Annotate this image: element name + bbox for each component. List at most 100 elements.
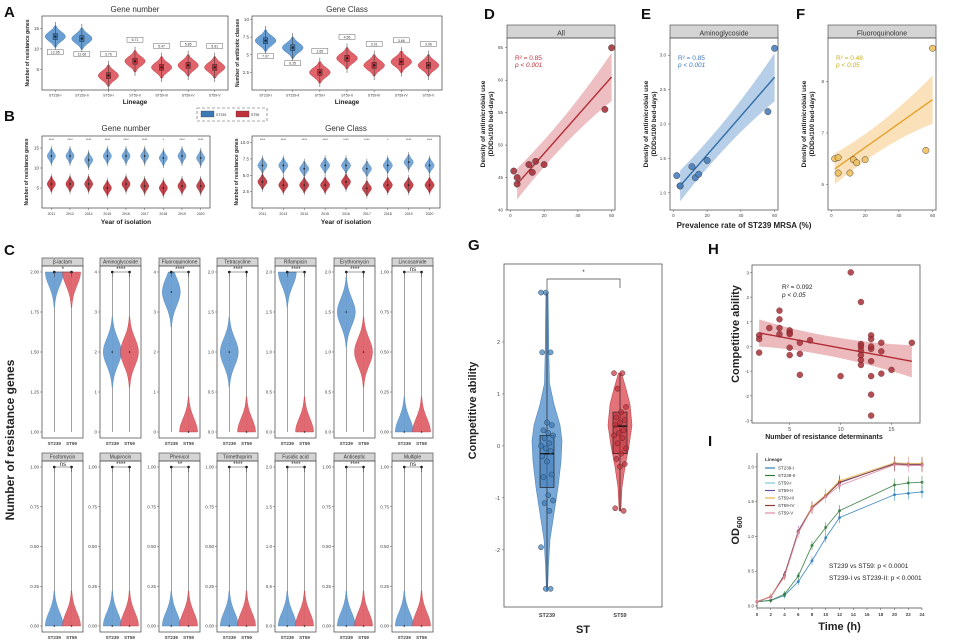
y-tick-label: 0.5 (325, 390, 332, 395)
significance-mark: **** (350, 267, 360, 273)
x-tick-label: 2 (769, 612, 772, 617)
significance-bracket (404, 271, 422, 277)
data-point (837, 372, 844, 380)
violin-st59 (295, 396, 314, 433)
panel-label-i: I (708, 433, 712, 450)
data-point (838, 484, 841, 488)
x-tick-label: ST59-V (422, 94, 435, 98)
x-tick-label: 2018 (384, 212, 392, 216)
data-point (545, 492, 552, 499)
y-axis-label: Number of antibiotic classes (235, 19, 241, 87)
significance-mark: **** (116, 267, 126, 273)
x-tick-label: 0 (672, 213, 675, 218)
data-point (620, 427, 627, 434)
violin-st59 (354, 590, 373, 627)
y-axis-label: Density of antimicrobial use(DDDs/100 be… (643, 80, 658, 167)
x-tick-label: 2016 (342, 212, 350, 216)
data-point (539, 349, 546, 356)
violin-st239 (162, 590, 181, 627)
significance-mark: **** (105, 138, 111, 142)
y-tick-label: 0 (94, 430, 97, 435)
y-tick-label: 5 (36, 186, 39, 191)
data-point (824, 495, 828, 499)
panel-label-h: H (708, 241, 719, 258)
mean-label: 12.66 (77, 53, 86, 57)
x-tick-label: 24 (919, 612, 925, 617)
significance-mark: **** (322, 138, 328, 142)
facet-tetracycline: Tetracycline 0.0 0.5 1.0 1.5 2.0 **** ST239 ST59 (208, 257, 259, 446)
x-tick-label: ST239 (165, 441, 179, 446)
median-point (162, 157, 165, 159)
x-tick-label: ST59 (613, 613, 626, 619)
significance-mark: **** (233, 462, 243, 468)
facet-strip-label: β-lactam (53, 260, 72, 266)
data-point (510, 167, 518, 175)
y-tick-label: 0.50 (322, 544, 331, 549)
mean-label-box (179, 41, 197, 47)
y-tick-label: 4 (153, 270, 156, 275)
y-tick-label: 7 (821, 130, 824, 135)
median-point (111, 625, 114, 627)
x-tick-label: 60 (609, 213, 615, 218)
y-tick-label: 1 (153, 390, 156, 395)
y-tick-label: 2.5 (243, 70, 250, 75)
median-point (362, 625, 365, 627)
x-axis-label: Prevalence rate of ST239 MRSA (%) (677, 221, 812, 230)
median-point (187, 625, 190, 627)
significance-mark: **** (350, 462, 360, 468)
x-tick-label: ST59 (416, 441, 427, 446)
x-tick-label: 12 (837, 612, 843, 617)
data-point (796, 371, 804, 379)
violin-st59 (412, 590, 431, 627)
x-tick-label: 20 (542, 213, 548, 218)
median-point (303, 184, 306, 186)
median-point (386, 164, 389, 167)
x-tick-label: ST239 (398, 635, 412, 640)
x-tick-label: ST239 (281, 441, 295, 446)
data-point (867, 335, 875, 343)
data-point (867, 372, 875, 380)
stat-annotation: ST239-I vs ST239-II: p < 0.0001 (829, 575, 922, 582)
median-point (162, 187, 165, 189)
y-tick-label: 2.0 (325, 270, 332, 275)
median-point (318, 71, 322, 74)
data-point (549, 422, 555, 428)
median-point (111, 351, 114, 353)
violin-st239 (395, 590, 414, 627)
mean-label: 7.07 (262, 55, 269, 59)
mean-label: 3.96 (425, 42, 432, 46)
y-tick-label: 10 (34, 46, 40, 51)
median-point (345, 311, 348, 313)
legend-title: Lineage (765, 457, 783, 462)
median-point (170, 291, 173, 293)
significance-mark: **** (67, 138, 73, 142)
data-point (847, 269, 854, 276)
median-point (372, 64, 376, 67)
r-squared-annotation: R² = 0.092 (782, 284, 813, 291)
y-tick-label: -2 (495, 548, 500, 554)
significance-mark: * (163, 138, 165, 142)
significance-bracket (404, 466, 422, 472)
data-point (776, 324, 783, 332)
x-tick-label: 22 (906, 612, 912, 617)
series-line (756, 464, 922, 603)
median-point (264, 39, 267, 42)
data-point (908, 339, 916, 346)
data-point (623, 404, 629, 410)
y-tick-label: 45 (498, 175, 504, 180)
violin-st59 (295, 590, 314, 627)
confidence-band (834, 75, 933, 185)
data-point (541, 500, 548, 506)
y-tick-label: 0.25 (205, 584, 214, 589)
plot-frame (333, 460, 376, 633)
data-point (513, 174, 521, 181)
y-tick-label: 6 (821, 182, 824, 187)
significance-mark: **** (123, 138, 129, 142)
data-point (539, 453, 546, 460)
x-tick-label: 8 (811, 612, 814, 617)
y-tick-label: 0.00 (205, 624, 214, 629)
y-tick-label: 60 (498, 78, 504, 83)
data-point (766, 324, 773, 332)
data-point (878, 348, 885, 355)
data-point (857, 361, 865, 369)
